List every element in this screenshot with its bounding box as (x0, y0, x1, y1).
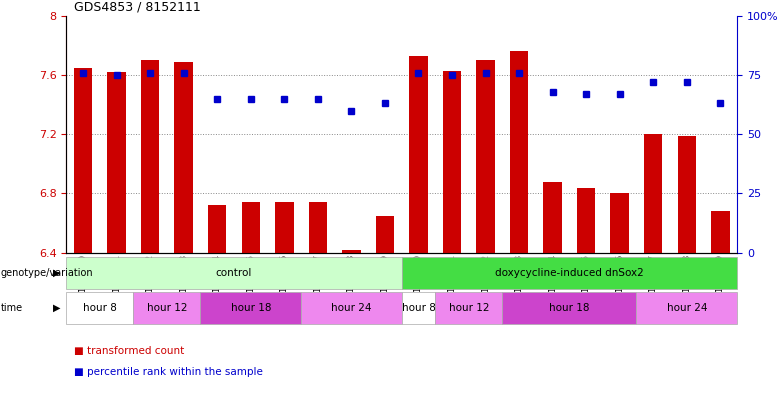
Bar (443, 70, 461, 253)
Bar (636, 292, 737, 324)
Bar (208, 205, 226, 253)
Bar (410, 56, 427, 253)
Bar (678, 136, 696, 253)
Text: hour 24: hour 24 (332, 303, 371, 313)
Bar (200, 292, 301, 324)
Bar (711, 211, 729, 253)
Text: genotype/variation: genotype/variation (1, 268, 94, 278)
Bar (376, 216, 394, 253)
Text: doxycycline-induced dnSox2: doxycycline-induced dnSox2 (495, 268, 644, 278)
Bar (66, 292, 133, 324)
Text: ▶: ▶ (52, 303, 60, 313)
Text: hour 8: hour 8 (83, 303, 117, 313)
Bar (477, 60, 495, 253)
Bar (301, 292, 402, 324)
Bar (275, 202, 293, 253)
Text: hour 12: hour 12 (147, 303, 187, 313)
Bar (175, 62, 193, 253)
Text: ▶: ▶ (52, 268, 60, 278)
Bar (402, 292, 435, 324)
Bar (74, 68, 92, 253)
Text: ■ percentile rank within the sample: ■ percentile rank within the sample (74, 367, 263, 377)
Text: time: time (1, 303, 23, 313)
Bar (510, 51, 528, 253)
Bar (577, 187, 595, 253)
Bar (435, 292, 502, 324)
Bar (133, 292, 200, 324)
Bar (141, 60, 159, 253)
Text: GDS4853 / 8152111: GDS4853 / 8152111 (74, 1, 201, 14)
Text: ■ transformed count: ■ transformed count (74, 346, 184, 356)
Text: hour 18: hour 18 (231, 303, 271, 313)
Text: hour 12: hour 12 (448, 303, 489, 313)
Text: hour 24: hour 24 (667, 303, 707, 313)
Bar (502, 292, 636, 324)
Bar (402, 257, 737, 289)
Bar (242, 202, 260, 253)
Bar (342, 250, 360, 253)
Bar (611, 193, 629, 253)
Bar (544, 182, 562, 253)
Text: hour 18: hour 18 (549, 303, 590, 313)
Bar (309, 202, 327, 253)
Bar (66, 257, 402, 289)
Bar (108, 72, 126, 253)
Text: hour 8: hour 8 (402, 303, 435, 313)
Text: control: control (216, 268, 252, 278)
Bar (644, 134, 662, 253)
